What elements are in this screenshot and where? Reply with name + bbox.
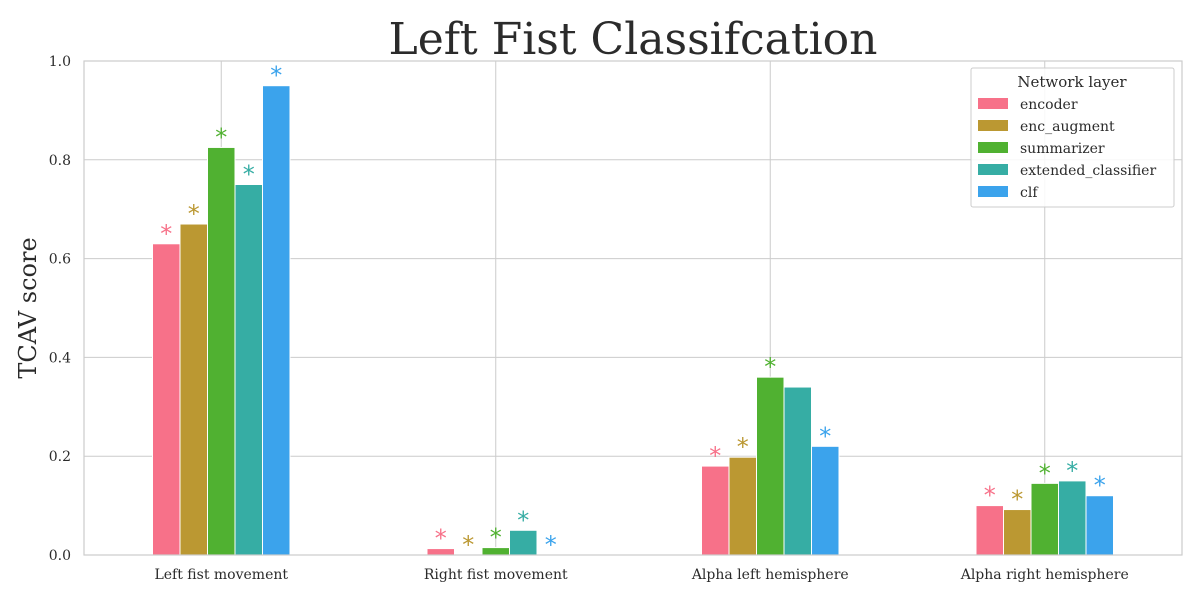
significance-marker: * [270, 62, 282, 90]
y-tick-label: 0.2 [49, 449, 71, 465]
bars [152, 85, 1114, 556]
significance-marker: * [1039, 459, 1051, 487]
y-tick-label: 0.4 [49, 350, 71, 366]
significance-marker: * [1011, 486, 1023, 514]
legend-label-summarizer: summarizer [1020, 141, 1105, 157]
significance-marker: * [160, 220, 172, 248]
chart-title: Left Fist Classifcation [388, 14, 877, 65]
significance-marker: * [819, 422, 831, 450]
significance-marker: * [764, 353, 776, 381]
y-tick-label: 0.8 [49, 153, 71, 169]
significance-marker: * [545, 531, 557, 559]
significance-marker: * [215, 123, 227, 151]
bar-extended_classifier [234, 184, 263, 556]
y-tick-label: 0.6 [49, 252, 71, 268]
bar-enc_augment [728, 456, 757, 556]
legend-swatch-clf [978, 186, 1008, 197]
bar-summarizer [207, 146, 236, 556]
significance-marker: * [709, 442, 721, 470]
legend-swatch-encoder [978, 98, 1008, 109]
legend-items: encoder enc_augment summarizer extended_cla… [978, 97, 1156, 201]
bar-clf [262, 85, 291, 556]
legend-swatch-summarizer [978, 142, 1008, 153]
x-tick-label: Alpha right hemisphere [960, 567, 1129, 583]
x-tick-label: Alpha left hemisphere [691, 567, 849, 583]
legend-label-extended_classifier: extended_classifier [1020, 163, 1156, 179]
legend-box [970, 67, 1175, 208]
significance-marker: * [984, 482, 996, 510]
legend: Network layer encoder enc_augment summariz… [970, 67, 1175, 208]
bar-enc_augment [179, 223, 208, 556]
bar-clf [1085, 495, 1114, 556]
legend-label-encoder: encoder [1020, 97, 1078, 113]
x-tick-label: Right fist movement [424, 567, 568, 583]
legend-label-enc_augment: enc_augment [1020, 119, 1115, 135]
legend-label-clf: clf [1020, 185, 1039, 201]
y-axis-label: TCAV score [14, 237, 42, 378]
y-tick-label: 0.0 [49, 548, 71, 564]
significance-marker: * [435, 525, 447, 553]
bar-enc_augment [1003, 509, 1032, 556]
bar-extended_classifier [1058, 480, 1087, 556]
bar-extended_classifier [783, 386, 812, 556]
legend-swatch-enc_augment [978, 120, 1008, 131]
bar-encoder [152, 243, 181, 556]
y-tick-labels: 0.0 0.2 0.4 0.6 0.8 1.0 [49, 54, 71, 564]
significance-marker: * [737, 433, 749, 461]
significance-markers: * * * * * * * * * * * * * * * * * * * [160, 62, 1106, 559]
bar-encoder [701, 465, 730, 556]
bar-clf [811, 445, 840, 556]
significance-marker: * [490, 524, 502, 552]
bar-encoder [975, 505, 1004, 556]
legend-swatch-extended_classifier [978, 164, 1008, 175]
legend-title: Network layer [1017, 73, 1127, 91]
plot-frame [83, 60, 1183, 556]
significance-marker: * [462, 531, 474, 559]
bar-summarizer [756, 376, 785, 556]
y-tick-label: 1.0 [49, 54, 71, 70]
significance-marker: * [517, 506, 529, 534]
x-tick-label: Left fist movement [154, 567, 288, 583]
significance-marker: * [188, 200, 200, 228]
significance-marker: * [1094, 472, 1106, 500]
x-tick-labels: Left fist movement Right fist movement Alp… [154, 567, 1128, 583]
bar-summarizer [1030, 482, 1059, 556]
significance-marker: * [243, 161, 255, 189]
significance-marker: * [1066, 457, 1078, 485]
